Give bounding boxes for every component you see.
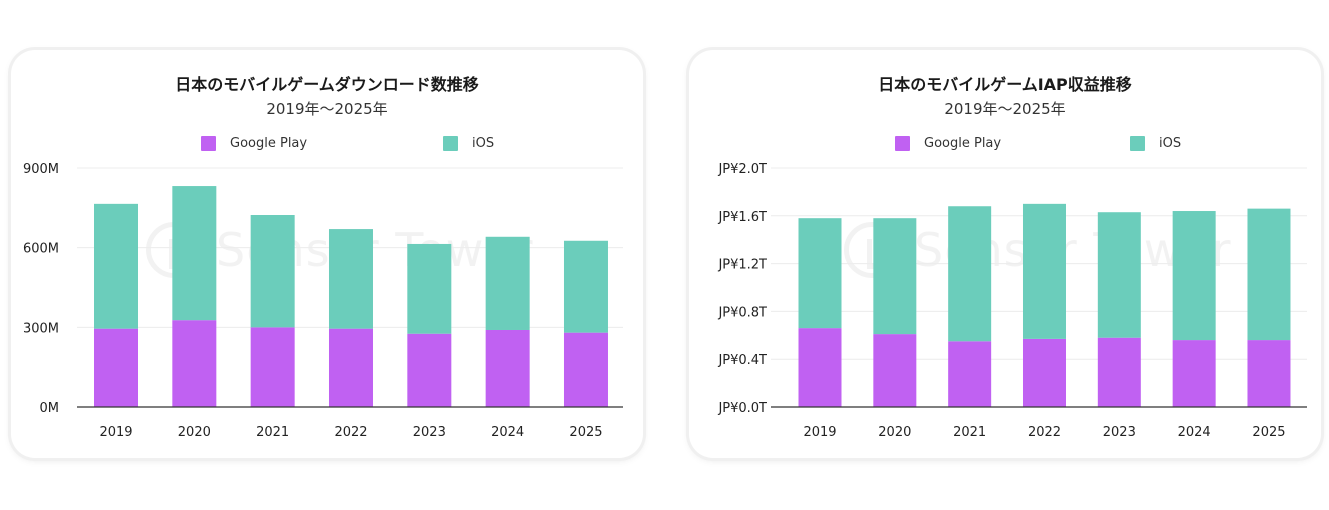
bar-google-play-2019: [94, 328, 138, 407]
bar-ios-2023: [407, 243, 452, 334]
x-tick-label: 2021: [953, 425, 986, 440]
bar-google-play-2025: [563, 332, 608, 407]
x-tick-label: 2020: [878, 425, 911, 440]
chart-card-downloads: 日本のモバイルゲームダウンロード数推移 2019年〜2025年 Google P…: [11, 50, 643, 458]
bar-ios-2022: [1022, 203, 1066, 339]
legend-label-google-play: Google Play: [924, 136, 1002, 151]
legend-label-ios: iOS: [1159, 136, 1182, 151]
bar-google-play-2024: [1172, 340, 1216, 407]
y-tick-label: 900M: [23, 162, 59, 177]
legend-swatch-ios: [443, 136, 458, 151]
bar-google-play-2021: [250, 327, 295, 407]
bar-ios-2021: [948, 206, 992, 342]
chart-card-iap-revenue: 日本のモバイルゲームIAP収益推移 2019年〜2025年 Google Pla…: [689, 50, 1321, 458]
y-tick-label: JP¥2.0T: [717, 162, 767, 177]
x-tick-label: 2019: [803, 425, 836, 440]
bar-ios-2023: [1097, 212, 1141, 338]
chart-subtitle: 2019年〜2025年: [944, 100, 1066, 118]
x-tick-label: 2025: [569, 425, 602, 440]
bar-google-play-2025: [1247, 340, 1291, 407]
x-tick-label: 2025: [1252, 425, 1285, 440]
y-tick-label: JP¥0.8T: [717, 305, 767, 320]
chart-subtitle: 2019年〜2025年: [266, 100, 388, 118]
legend-item-ios: iOS: [443, 136, 494, 151]
bar-google-play-2023: [407, 333, 452, 407]
bar-google-play-2020: [172, 320, 217, 407]
bar-ios-2024: [1172, 211, 1216, 341]
bar-ios-2025: [563, 240, 608, 333]
legend-swatch-google-play: [201, 136, 216, 151]
x-tick-label: 2024: [491, 425, 524, 440]
bar-ios-2019: [798, 218, 842, 329]
x-tick-label: 2023: [1103, 425, 1136, 440]
chart-title: 日本のモバイルゲームダウンロード数推移: [175, 75, 479, 94]
bar-ios-2021: [250, 215, 295, 328]
downloads-chart-plot: 0M 300M 600M 900M 2019 2020 2021 2022 2023 2024 20…: [23, 162, 623, 440]
legend-item-google-play: Google Play: [201, 136, 307, 151]
x-tick-label: 2022: [1028, 425, 1061, 440]
x-tick-label: 2023: [413, 425, 446, 440]
y-tick-label: JP¥1.2T: [717, 258, 767, 273]
bar-google-play-2019: [798, 328, 842, 407]
y-tick-label: JP¥1.6T: [717, 210, 767, 225]
bar-google-play-2021: [948, 341, 992, 407]
bar-google-play-2023: [1097, 337, 1141, 407]
y-tick-label: 0M: [40, 401, 60, 416]
legend-label-ios: iOS: [472, 136, 495, 151]
legend-swatch-ios: [1130, 136, 1145, 151]
bar-ios-2022: [328, 229, 373, 329]
bar-ios-2020: [873, 218, 917, 335]
legend-item-google-play: Google Play: [895, 136, 1001, 151]
bar-ios-2020: [172, 186, 217, 321]
x-tick-label: 2021: [256, 425, 289, 440]
x-tick-label: 2022: [334, 425, 367, 440]
chart-title: 日本のモバイルゲームIAP収益推移: [878, 75, 1132, 94]
iap-revenue-chart-plot: JP¥0.0T JP¥0.4T JP¥0.8T JP¥1.2T JP¥1.6T JP¥2.…: [717, 162, 1307, 440]
y-tick-label: 600M: [23, 242, 59, 257]
legend-swatch-google-play: [895, 136, 910, 151]
x-tick-label: 2019: [99, 425, 132, 440]
y-tick-label: 300M: [23, 321, 59, 336]
bar-ios-2025: [1247, 208, 1291, 341]
x-tick-label: 2024: [1178, 425, 1211, 440]
bar-ios-2024: [485, 236, 530, 330]
bar-google-play-2024: [485, 329, 530, 407]
y-tick-label: JP¥0.4T: [717, 353, 767, 368]
bar-ios-2019: [94, 203, 138, 329]
y-tick-label: JP¥0.0T: [717, 401, 767, 416]
bar-google-play-2020: [873, 334, 917, 407]
legend-item-ios: iOS: [1130, 136, 1181, 151]
x-tick-label: 2020: [178, 425, 211, 440]
bar-google-play-2022: [1022, 338, 1066, 407]
legend-label-google-play: Google Play: [230, 136, 308, 151]
bar-google-play-2022: [328, 328, 373, 407]
